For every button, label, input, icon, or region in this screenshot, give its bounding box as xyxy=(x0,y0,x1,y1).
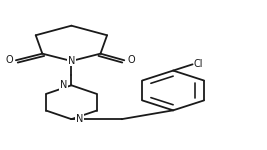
Text: N: N xyxy=(68,56,75,66)
Text: N: N xyxy=(76,114,83,124)
Text: O: O xyxy=(6,55,13,65)
Text: Cl: Cl xyxy=(193,59,203,69)
Text: O: O xyxy=(127,55,135,65)
Text: N: N xyxy=(60,80,67,90)
